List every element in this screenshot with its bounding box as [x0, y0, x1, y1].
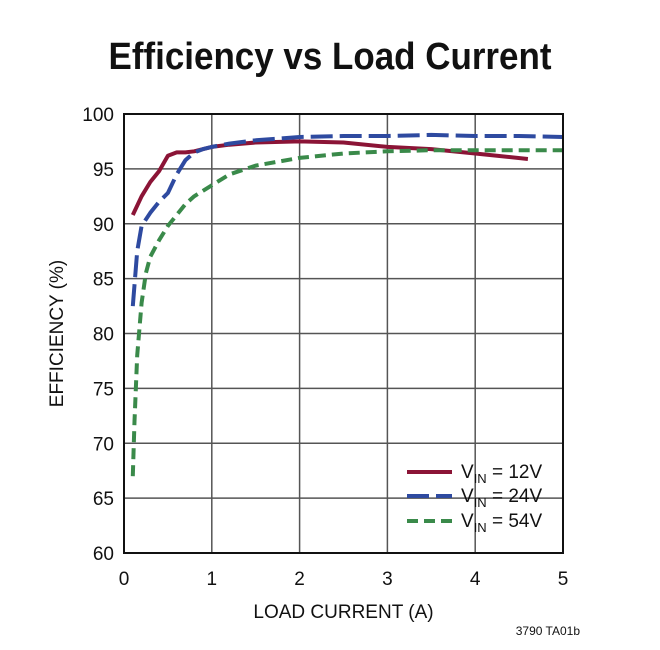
legend-label-3: VIN = 54V	[461, 511, 542, 535]
figure-id: 3790 TA01b	[515, 624, 580, 638]
series-line-1	[130, 139, 529, 216]
y-axis-label: EFFICIENCY (%)	[47, 260, 68, 407]
x-axis-label: LOAD CURRENT (A)	[253, 602, 433, 623]
chart-title: Efficiency vs Load Current	[108, 36, 552, 78]
x-tick-label: 2	[294, 569, 305, 590]
x-tick-label: 1	[207, 569, 218, 590]
series-layer	[130, 132, 564, 477]
legend-label-main: V	[461, 486, 474, 507]
x-tick-label: 4	[470, 569, 481, 590]
y-tick-label: 60	[93, 544, 114, 565]
x-tick-label: 0	[119, 569, 130, 590]
y-tick-label: 100	[82, 105, 114, 126]
tick-labels: 0 1 2 3 4 5 60 65 70 75 80 85 90 95 100	[82, 105, 568, 590]
plot-frame	[123, 113, 564, 554]
legend-label-2: VIN = 24V	[461, 486, 542, 510]
y-tick-label: 85	[93, 270, 114, 291]
series-line-3	[130, 148, 563, 477]
series-line-2	[130, 132, 564, 307]
legend-label-rest: = 12V	[487, 462, 543, 483]
y-tick-label: 65	[93, 489, 114, 510]
grid	[124, 114, 563, 553]
legend-label-rest: = 54V	[487, 511, 543, 532]
legend-label-subscript: IN	[474, 520, 487, 535]
y-tick-label: 80	[93, 325, 114, 346]
legend-label-1: VIN = 12V	[461, 462, 542, 486]
y-tick-label: 90	[93, 215, 114, 236]
y-tick-label: 95	[93, 160, 114, 181]
legend-label-subscript: IN	[474, 471, 487, 486]
legend-label-subscript: IN	[474, 495, 487, 510]
y-tick-label: 75	[93, 379, 114, 400]
legend-label-main: V	[461, 511, 474, 532]
legend-label-rest: = 24V	[487, 486, 543, 507]
x-tick-label: 3	[382, 569, 393, 590]
legend-label-main: V	[461, 462, 474, 483]
y-tick-label: 70	[93, 434, 114, 455]
x-tick-label: 5	[558, 569, 569, 590]
